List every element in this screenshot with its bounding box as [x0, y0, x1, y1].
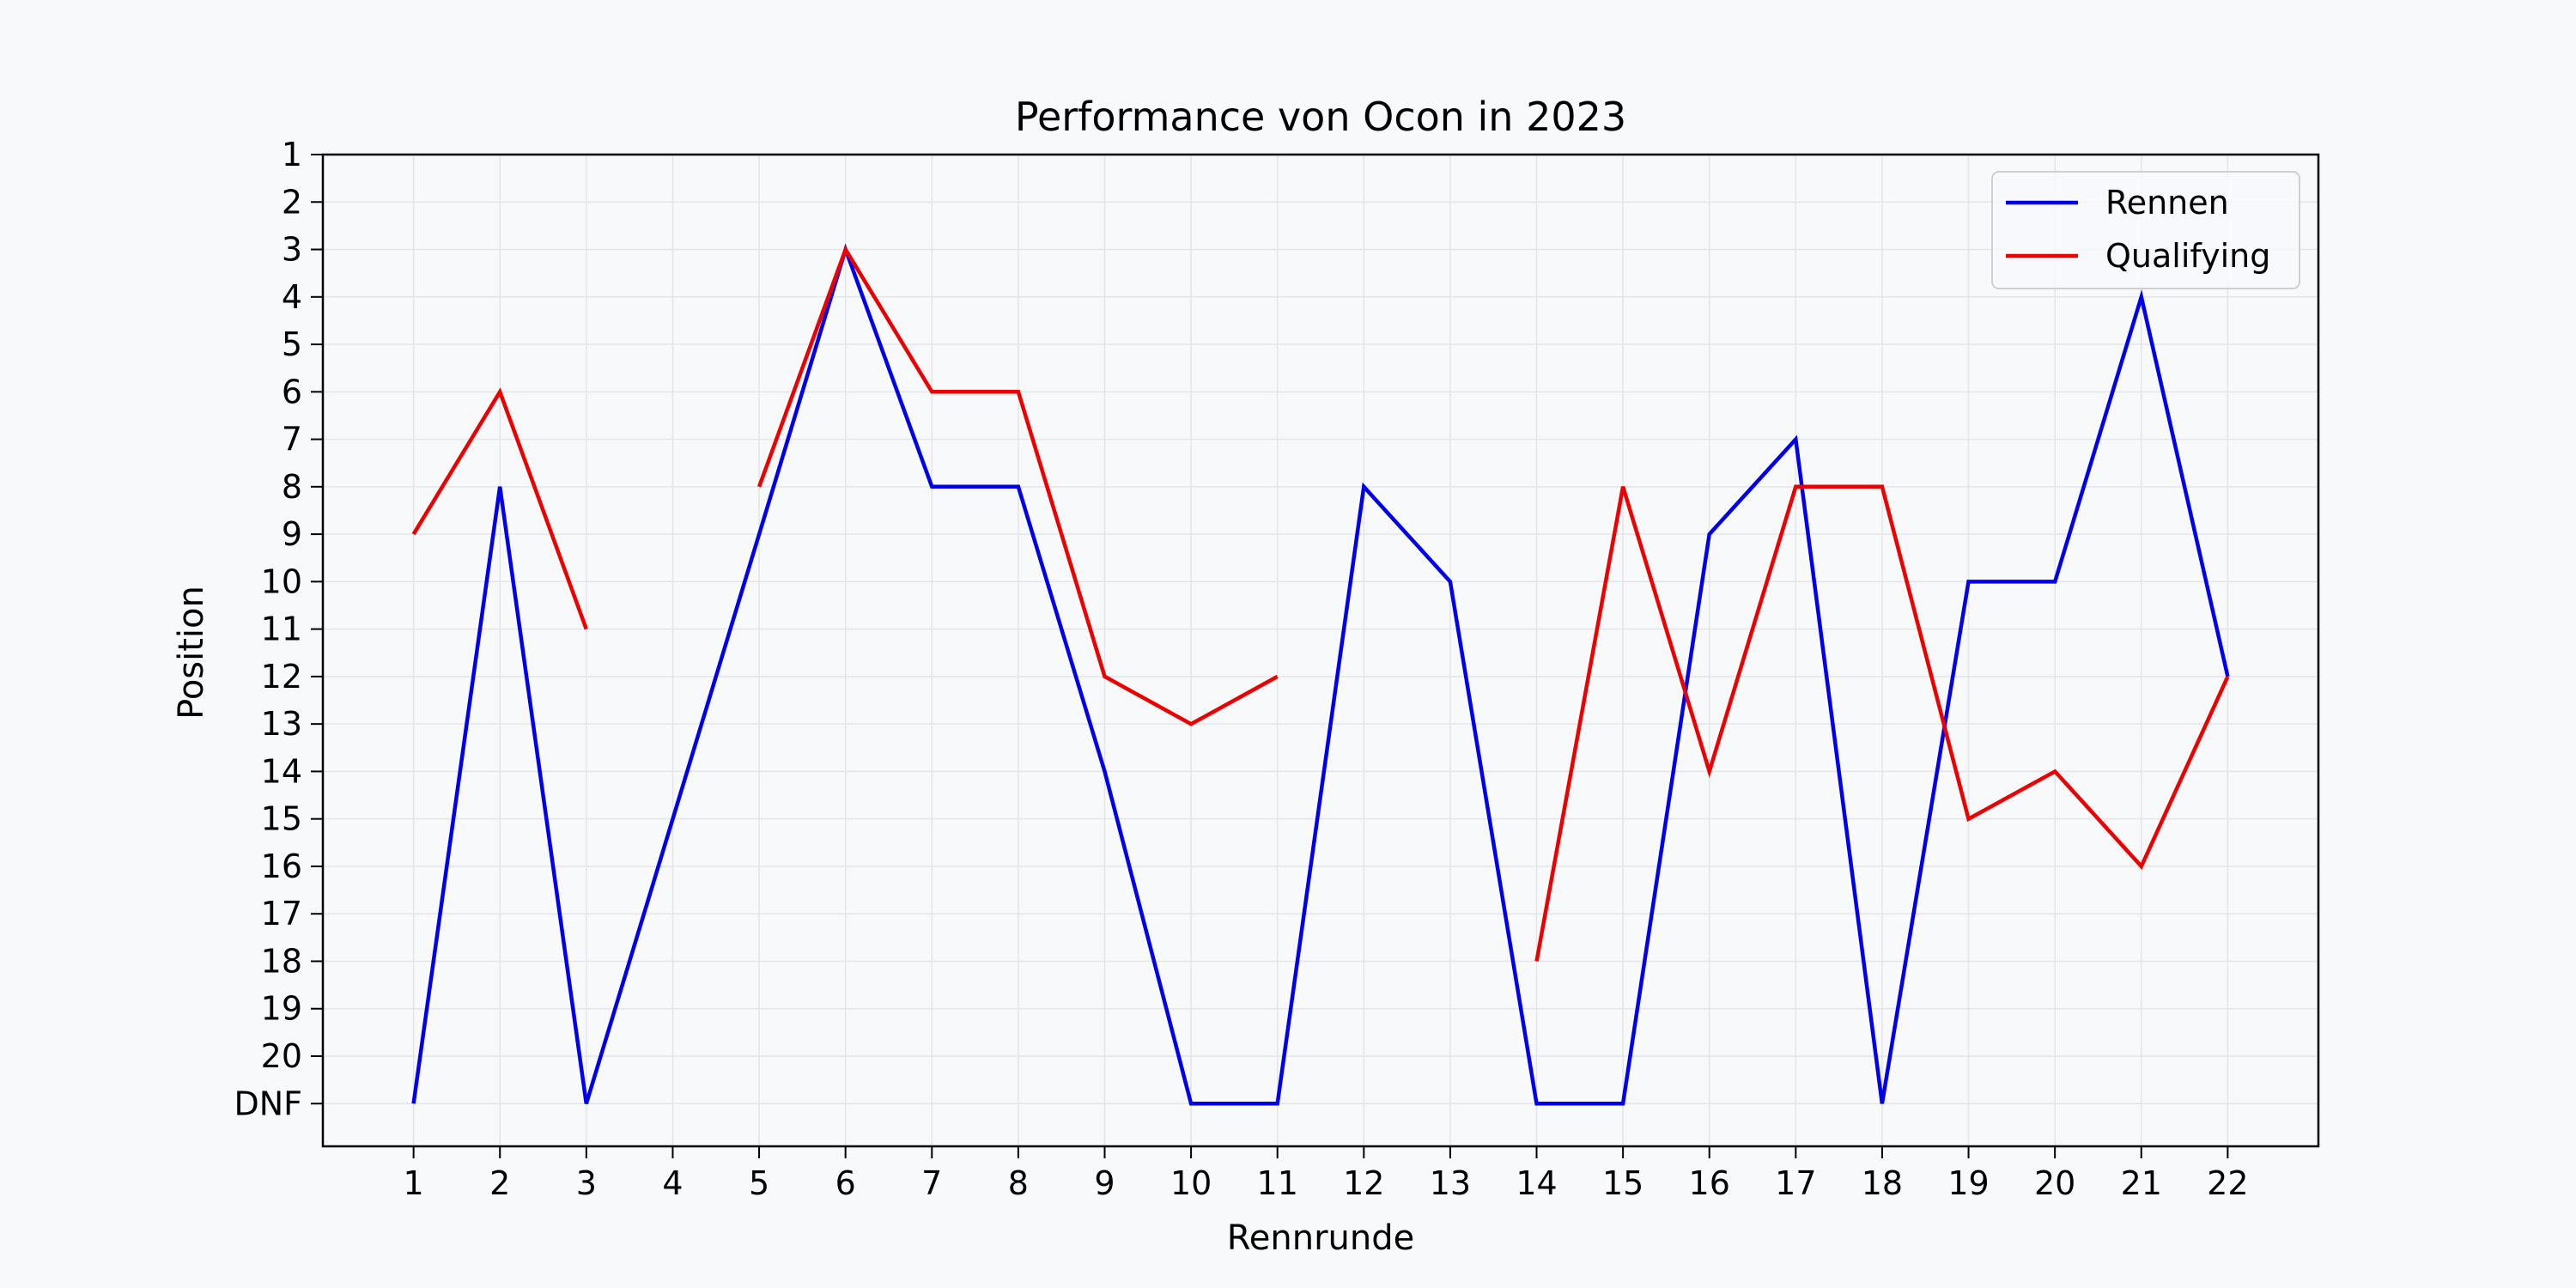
x-tick-label: 20 — [2034, 1164, 2075, 1202]
series-line-rennen — [411, 243, 2230, 1106]
y-tick-label: 12 — [261, 658, 302, 696]
x-tick-label: 14 — [1516, 1164, 1557, 1202]
x-tick-label: 3 — [576, 1164, 597, 1202]
y-tick-label: 8 — [282, 468, 302, 506]
legend: Rennen Qualifying — [1991, 171, 2300, 289]
x-tick-label: 2 — [489, 1164, 510, 1202]
x-tick-label: 15 — [1602, 1164, 1643, 1202]
x-tick-label: 17 — [1775, 1164, 1816, 1202]
x-tick-label: 16 — [1689, 1164, 1730, 1202]
y-tick-label: 7 — [282, 421, 302, 459]
x-tick-label: 1 — [404, 1164, 424, 1202]
x-axis: 1 2 3 4 5 6 7 8 9 10 11 12 13 14 15 16 17 18 19 20 21 22 — [404, 1146, 2249, 1202]
y-tick-label: 17 — [261, 895, 302, 933]
y-tick-label: 14 — [261, 752, 302, 790]
y-tick-label: 18 — [261, 942, 302, 980]
x-tick-label: 18 — [1862, 1164, 1903, 1202]
legend-label-qualifying: Qualifying — [2105, 237, 2270, 275]
x-tick-label: 11 — [1257, 1164, 1298, 1202]
x-tick-label: 4 — [662, 1164, 683, 1202]
y-tick-label: 11 — [261, 611, 302, 648]
y-tick-label: DNF — [234, 1084, 302, 1122]
y-tick-label: 2 — [282, 183, 302, 221]
x-tick-label: 6 — [835, 1164, 856, 1202]
y-tick-label: 5 — [282, 325, 302, 363]
x-tick-label: 19 — [1947, 1164, 1989, 1202]
y-tick-label: 4 — [282, 278, 302, 316]
chart-title: Performance von Ocon in 2023 — [1015, 94, 1626, 140]
y-tick-label: 1 — [282, 136, 302, 173]
x-tick-label: 10 — [1170, 1164, 1212, 1202]
plot-frame — [321, 153, 2320, 1148]
series-line-qualifying — [411, 245, 2230, 962]
x-tick-label: 21 — [2121, 1164, 2162, 1202]
y-tick-label: 9 — [282, 515, 302, 553]
x-axis-title: Rennrunde — [1227, 1218, 1414, 1258]
y-tick-label: 6 — [282, 373, 302, 410]
y-tick-label: 20 — [261, 1037, 302, 1075]
x-tick-label: 7 — [921, 1164, 942, 1202]
y-tick-label: 15 — [261, 800, 302, 838]
y-tick-label: 3 — [282, 231, 302, 269]
x-tick-label: 13 — [1430, 1164, 1471, 1202]
x-tick-label: 22 — [2207, 1164, 2248, 1202]
y-tick-label: 19 — [261, 990, 302, 1028]
y-axis-title: Position — [172, 586, 211, 720]
x-tick-label: 5 — [749, 1164, 769, 1202]
y-tick-label: 13 — [261, 705, 302, 743]
legend-label-rennen: Rennen — [2105, 184, 2229, 222]
series-lines — [411, 243, 2230, 1106]
y-tick-label: 10 — [261, 562, 302, 600]
y-tick-label: 16 — [261, 848, 302, 885]
plot-area — [323, 155, 2318, 1146]
x-tick-label: 8 — [1008, 1164, 1029, 1202]
x-tick-label: 12 — [1343, 1164, 1384, 1202]
grid-lines — [323, 154, 2318, 1146]
x-tick-label: 9 — [1094, 1164, 1115, 1202]
